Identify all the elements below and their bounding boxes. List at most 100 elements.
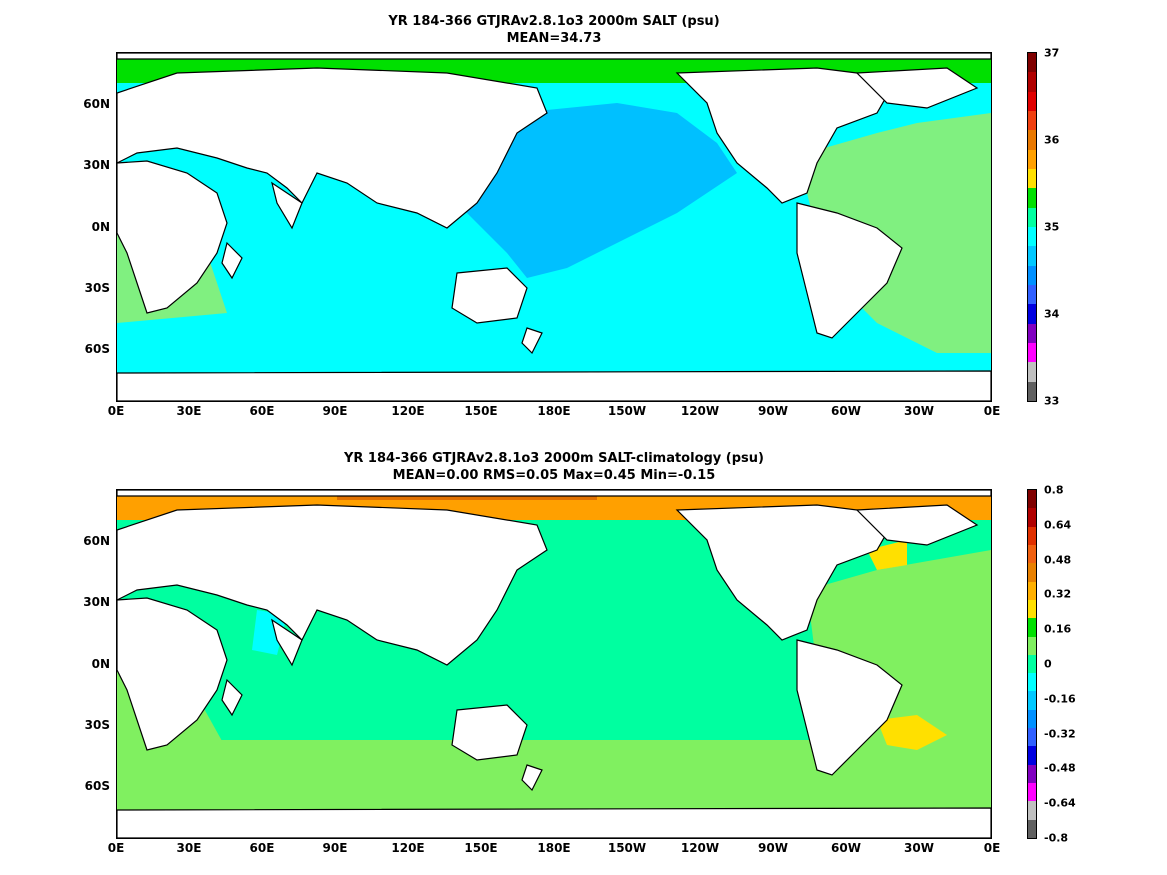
madagascar-landmass [221,678,243,717]
x-tick-label: 60W [831,404,861,418]
x-tick-label: 120E [391,841,425,855]
salinity-map-top [117,53,991,401]
map-panel-top [116,52,992,402]
x-tick-label: 90W [758,404,788,418]
madagascar-landmass [221,241,243,280]
map-panel-bottom [116,489,992,839]
antarctica-landmass [117,807,991,838]
colorbar-swatch [1028,599,1036,619]
chart-title-bottom: YR 184-366 GTJRAv2.8.1o3 2000m SALT-clim… [343,451,764,466]
colorbar-swatch [1028,526,1036,545]
x-tick-label: 90W [758,841,788,855]
x-tick-label: 0E [107,404,125,418]
colorbar-bottom [1027,489,1037,839]
x-tick-label: 30E [176,404,202,418]
colorbar-tick-label: -0.16 [1044,692,1076,706]
south-america-landmass [796,202,903,339]
colorbar-swatch [1028,783,1036,802]
x-tick-label: 90E [322,404,348,418]
greenland-landmass [855,504,979,546]
x-tick-label: 150E [464,404,498,418]
africa-landmass [117,160,228,314]
y-tick-label: 30N [83,595,110,610]
x-tick-label: 60W [831,841,861,855]
chart-title-top: YR 184-366 GTJRAv2.8.1o3 2000m SALT (psu… [388,14,720,29]
colorbar-swatch [1028,618,1036,637]
colorbar-swatch [1028,110,1036,131]
y-tick-label: 0N [91,656,110,671]
colorbar-tick-label: -0.48 [1044,761,1076,775]
x-tick-label: 90E [322,841,348,855]
x-tick-label: 180E [537,404,571,418]
colorbar-swatch [1028,284,1036,305]
colorbar-tick-label: 36 [1044,133,1060,147]
new-zealand-landmass [521,764,543,792]
colorbar-tick-label: 0.48 [1044,553,1072,567]
colorbar-swatch [1028,381,1036,401]
colorbar-swatch [1028,149,1036,169]
arctic-top-landmass [117,53,991,60]
colorbar-swatch [1028,226,1036,247]
india-landmass [271,181,303,230]
colorbar-swatch [1028,691,1036,710]
y-tick-label: 30S [84,717,110,732]
colorbar-top [1027,52,1037,402]
y-tick-label: 60N [83,97,110,111]
africa-landmass [117,597,228,751]
x-tick-label: 150W [607,841,647,855]
x-tick-label: 60E [249,841,275,855]
colorbar-swatch [1028,188,1036,208]
x-tick-label: 120E [391,404,425,418]
colorbar-tick-label: 0 [1044,657,1052,671]
antarctica-landmass [117,370,991,401]
colorbar-swatch [1028,53,1036,73]
greenland-landmass [855,67,979,109]
x-tick-label: 30W [904,841,934,855]
colorbar-swatch [1028,746,1036,765]
colorbar-tick-label: 35 [1044,220,1060,234]
x-tick-label: 120W [680,404,720,418]
x-tick-label: 30W [904,404,934,418]
eurasia-landmass [117,504,548,666]
x-tick-label: 0E [107,841,125,855]
y-tick-label: 60N [83,534,110,548]
colorbar-swatch [1028,207,1036,227]
colorbar-swatch [1028,508,1036,527]
south-america-landmass [796,639,903,776]
colorbar-tick-label: 0.8 [1044,483,1064,497]
x-tick-label: 180E [537,841,571,855]
x-tick-label: 0E [983,404,1001,418]
positive-anomaly-patch [877,715,947,750]
colorbar-swatch [1028,819,1036,838]
colorbar-swatch [1028,490,1036,509]
india-landmass [271,618,303,667]
arabian-sea-patch [252,610,287,655]
colorbar-swatch [1028,544,1036,564]
eurasia-landmass [117,67,548,229]
colorbar-swatch [1028,581,1036,600]
colorbar-tick-label: -0.8 [1044,831,1069,845]
colorbar-swatch [1028,168,1036,189]
colorbar-swatch [1028,709,1036,729]
colorbar-swatch [1028,636,1036,655]
australia-landmass [451,267,528,324]
colorbar-swatch [1028,130,1036,150]
colorbar-tick-label: 33 [1044,394,1060,408]
y-tick-label: 30S [84,280,110,295]
y-tick-label: 30N [83,158,110,173]
x-tick-label: 30E [176,841,202,855]
anomaly-map-bottom [117,490,991,838]
x-tick-label: 120W [680,841,720,855]
colorbar-swatch [1028,304,1036,324]
x-tick-label: 150E [464,841,498,855]
chart-subtitle-bottom: MEAN=0.00 RMS=0.05 Max=0.45 Min=-0.15 [392,468,716,483]
australia-landmass [451,704,528,761]
colorbar-swatch [1028,323,1036,343]
y-tick-label: 60S [84,342,110,357]
colorbar-swatch [1028,91,1036,111]
colorbar-swatch [1028,654,1036,674]
colorbar-tick-label: -0.32 [1044,727,1076,741]
chart-subtitle-top: MEAN=34.73 [506,31,602,46]
colorbar-swatch [1028,801,1036,820]
colorbar-swatch [1028,563,1036,582]
